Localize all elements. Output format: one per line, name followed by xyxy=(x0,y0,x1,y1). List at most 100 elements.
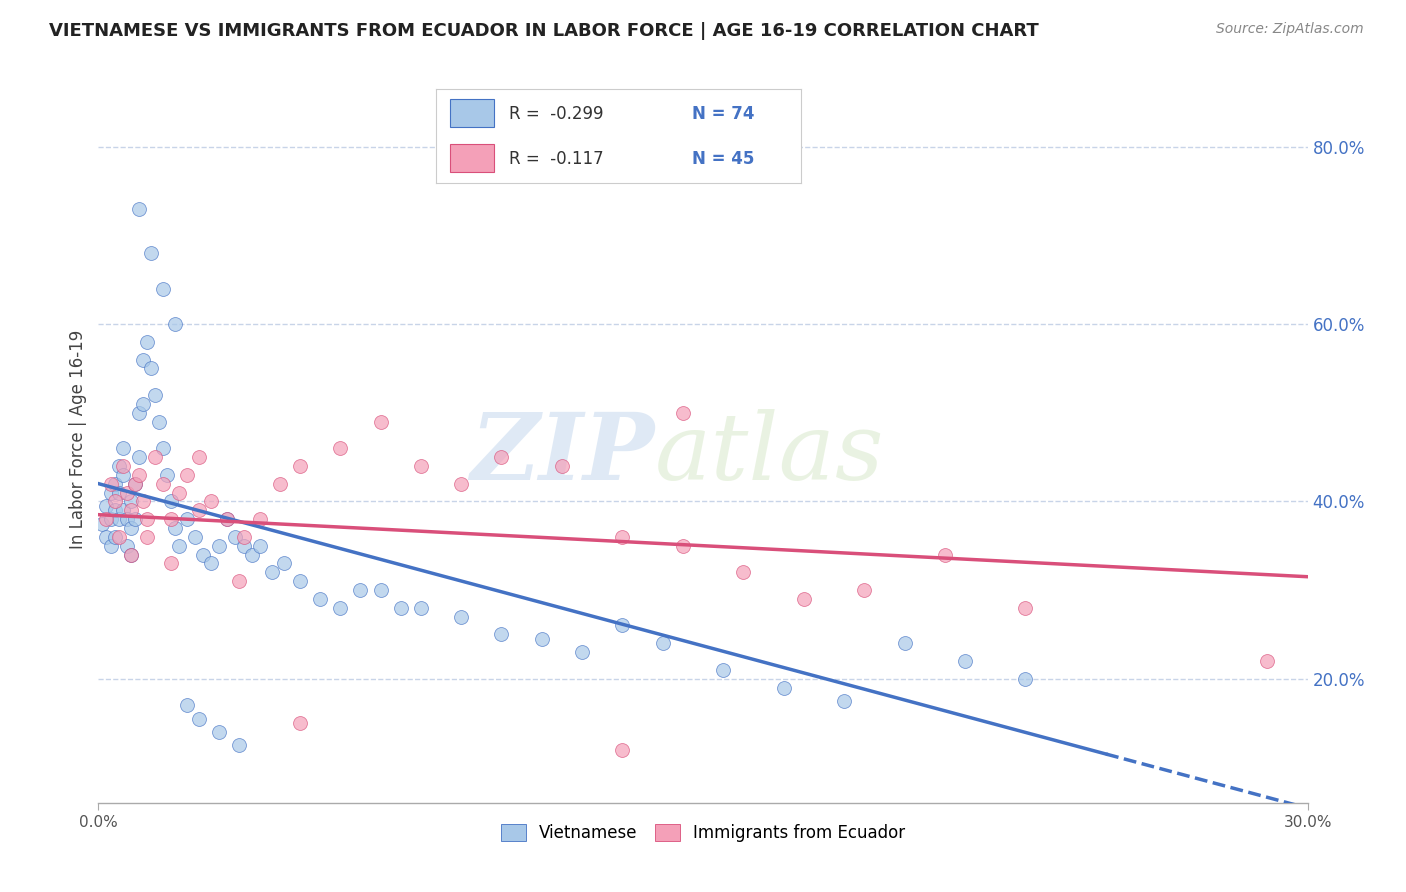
Text: atlas: atlas xyxy=(655,409,884,499)
Point xyxy=(124,512,146,526)
Point xyxy=(128,467,150,482)
Point xyxy=(370,582,392,597)
Point xyxy=(672,406,695,420)
Point xyxy=(111,458,134,473)
Point xyxy=(135,512,157,526)
Point xyxy=(1256,654,1278,668)
Point xyxy=(188,503,211,517)
Point xyxy=(571,645,593,659)
Point xyxy=(389,600,412,615)
Point xyxy=(832,694,855,708)
Point xyxy=(128,202,150,216)
Point xyxy=(96,530,118,544)
Point xyxy=(450,609,472,624)
Point xyxy=(107,512,129,526)
Point xyxy=(273,557,295,571)
Point xyxy=(139,246,162,260)
Point xyxy=(232,530,254,544)
Point xyxy=(107,458,129,473)
Point xyxy=(132,352,155,367)
Point xyxy=(934,548,956,562)
Point xyxy=(530,632,553,646)
Text: R =  -0.299: R = -0.299 xyxy=(509,104,603,122)
Point xyxy=(163,521,186,535)
Point xyxy=(176,698,198,713)
Point xyxy=(167,539,190,553)
Point xyxy=(288,716,311,731)
Point xyxy=(96,512,118,526)
Text: N = 74: N = 74 xyxy=(692,104,754,122)
Point xyxy=(224,530,246,544)
Point xyxy=(163,317,186,331)
Point xyxy=(115,539,138,553)
Point xyxy=(228,574,250,589)
Point xyxy=(953,654,976,668)
Point xyxy=(124,476,146,491)
Point xyxy=(103,476,125,491)
Point xyxy=(128,450,150,464)
Point xyxy=(551,458,574,473)
FancyBboxPatch shape xyxy=(450,98,495,127)
Point xyxy=(143,388,166,402)
Text: N = 45: N = 45 xyxy=(692,150,754,168)
Point xyxy=(491,450,513,464)
Point xyxy=(249,512,271,526)
Point xyxy=(193,548,215,562)
Point xyxy=(853,582,876,597)
Point xyxy=(107,485,129,500)
Point xyxy=(176,467,198,482)
Point xyxy=(309,591,332,606)
Point xyxy=(612,530,634,544)
Point xyxy=(370,415,392,429)
Point xyxy=(128,406,150,420)
Point xyxy=(135,530,157,544)
Point xyxy=(240,548,263,562)
Point xyxy=(120,548,142,562)
Point xyxy=(184,530,207,544)
Point xyxy=(103,494,125,508)
Point xyxy=(120,521,142,535)
Point xyxy=(217,512,239,526)
Point xyxy=(100,539,122,553)
Point xyxy=(115,485,138,500)
Point xyxy=(156,467,179,482)
Point xyxy=(349,582,371,597)
Point xyxy=(733,566,755,580)
Point xyxy=(176,512,198,526)
Point xyxy=(103,530,125,544)
Text: VIETNAMESE VS IMMIGRANTS FROM ECUADOR IN LABOR FORCE | AGE 16-19 CORRELATION CHA: VIETNAMESE VS IMMIGRANTS FROM ECUADOR IN… xyxy=(49,22,1039,40)
Point xyxy=(111,467,134,482)
Point xyxy=(135,334,157,349)
Point xyxy=(152,476,174,491)
Point xyxy=(111,503,134,517)
Point xyxy=(152,441,174,455)
Point xyxy=(208,539,231,553)
Point xyxy=(96,499,118,513)
Point xyxy=(651,636,673,650)
Point xyxy=(139,361,162,376)
Point xyxy=(120,503,142,517)
Point xyxy=(132,397,155,411)
Point xyxy=(200,494,222,508)
Point xyxy=(152,282,174,296)
Text: Source: ZipAtlas.com: Source: ZipAtlas.com xyxy=(1216,22,1364,37)
Point xyxy=(91,516,114,531)
Point xyxy=(107,530,129,544)
Point xyxy=(124,476,146,491)
Point xyxy=(148,415,170,429)
Point xyxy=(100,512,122,526)
Y-axis label: In Labor Force | Age 16-19: In Labor Force | Age 16-19 xyxy=(69,330,87,549)
Point xyxy=(893,636,915,650)
Point xyxy=(249,539,271,553)
Point xyxy=(188,450,211,464)
Point xyxy=(672,539,695,553)
Point xyxy=(120,494,142,508)
Point xyxy=(160,512,183,526)
Point xyxy=(612,742,634,756)
Point xyxy=(120,548,142,562)
Point xyxy=(329,600,352,615)
Point xyxy=(167,485,190,500)
Point xyxy=(100,476,122,491)
Text: ZIP: ZIP xyxy=(471,409,655,499)
Legend: Vietnamese, Immigrants from Ecuador: Vietnamese, Immigrants from Ecuador xyxy=(495,817,911,849)
